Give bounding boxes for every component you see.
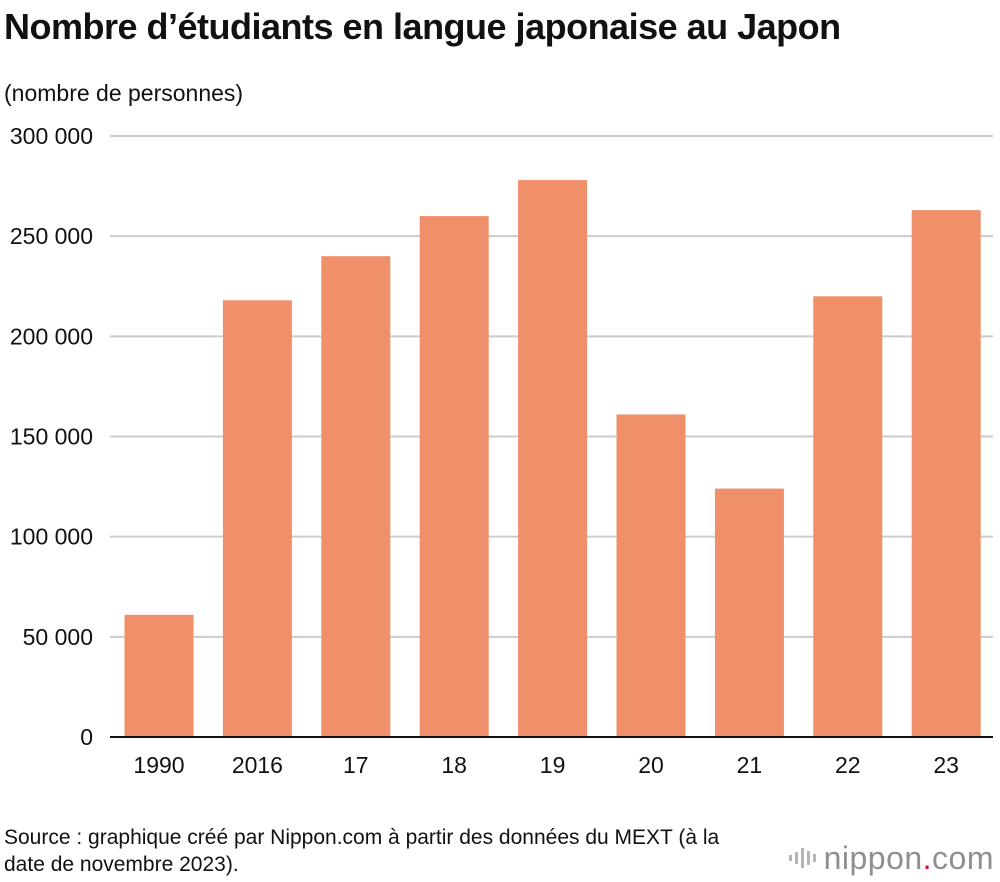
y-tick-label: 250 000 bbox=[10, 223, 93, 249]
x-tick-label: 1990 bbox=[133, 752, 184, 778]
x-axis-tick-labels: 1990 2016 17 18 19 20 21 22 23 bbox=[133, 752, 959, 778]
x-tick-label: 21 bbox=[737, 752, 763, 778]
bar-17 bbox=[321, 256, 391, 737]
x-tick-label: 23 bbox=[933, 752, 959, 778]
x-tick-label: 19 bbox=[540, 752, 566, 778]
chart-title: Nombre d’étudiants en langue japonaise a… bbox=[4, 6, 841, 47]
y-axis-unit-label: (nombre de personnes) bbox=[4, 80, 244, 106]
bar-1990 bbox=[124, 614, 194, 737]
x-tick-label: 18 bbox=[441, 752, 467, 778]
bar-21 bbox=[714, 488, 784, 737]
bar-23 bbox=[911, 210, 981, 737]
y-tick-label: 300 000 bbox=[10, 123, 93, 149]
bar-chart: 0 50 000 100 000 150 000 200 000 250 000 300 0… bbox=[10, 123, 993, 778]
y-tick-label: 50 000 bbox=[23, 624, 93, 650]
x-tick-label: 2016 bbox=[232, 752, 283, 778]
bar-18 bbox=[419, 216, 489, 738]
bar-20 bbox=[616, 414, 686, 737]
bars bbox=[124, 180, 981, 738]
logo-mark-icon bbox=[788, 846, 816, 870]
source-note: Source : graphique créé par Nippon.com à… bbox=[4, 826, 720, 876]
y-tick-label: 0 bbox=[80, 724, 93, 750]
logo-text: nippon.com bbox=[823, 839, 994, 876]
bar-2016 bbox=[222, 300, 292, 737]
y-tick-label: 150 000 bbox=[10, 424, 93, 450]
logo-dot: . bbox=[922, 839, 933, 876]
x-tick-label: 20 bbox=[638, 752, 664, 778]
nippon-logo: nippon.com bbox=[788, 838, 994, 878]
y-tick-label: 200 000 bbox=[10, 323, 93, 349]
bar-19 bbox=[518, 180, 588, 737]
x-tick-label: 17 bbox=[343, 752, 369, 778]
x-tick-label: 22 bbox=[835, 752, 861, 778]
y-tick-label: 100 000 bbox=[10, 524, 93, 550]
y-axis-tick-labels: 0 50 000 100 000 150 000 200 000 250 000 300 0… bbox=[10, 123, 93, 750]
bar-22 bbox=[813, 296, 883, 737]
